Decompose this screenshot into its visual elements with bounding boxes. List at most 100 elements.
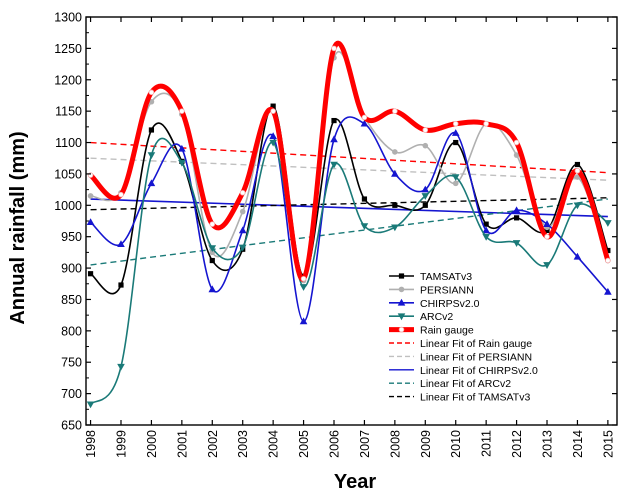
x-tick-label: 2009 (419, 430, 433, 458)
x-tick-label: 2014 (571, 430, 585, 458)
legend-item-rain-gauge: Rain gauge (389, 325, 474, 337)
data-point-rain-gauge (300, 275, 307, 282)
data-point-chirpsv2-0 (238, 226, 247, 234)
data-point-rain-gauge (544, 233, 550, 240)
trend-line-linear-fit-of-persiann (90, 157, 608, 181)
data-point-chirpsv2-0 (117, 240, 125, 248)
data-point-chirpsv2-0 (299, 317, 308, 325)
data-point-arcv2 (573, 202, 582, 210)
x-tick-label: 2007 (358, 430, 372, 458)
data-point-tamsatv3 (574, 161, 581, 168)
series-lines (86, 40, 612, 409)
data-point-chirpsv2-0 (573, 252, 582, 260)
y-tick-label: 1250 (54, 42, 82, 56)
data-point-chirpsv2-0 (604, 287, 612, 295)
axes (85, 16, 618, 426)
legend-item-linear-fit-of-rain-gauge: Linear Fit of Rain gauge (389, 338, 532, 350)
legend-label: Rain gauge (420, 325, 474, 337)
data-point-tamsatv3 (453, 139, 459, 146)
data-point-arcv2 (451, 174, 460, 182)
data-point-rain-gauge (513, 139, 520, 146)
x-tick-label: 2004 (267, 430, 281, 458)
data-point-tamsatv3 (422, 202, 428, 208)
data-point-arcv2 (330, 161, 338, 169)
data-point-tamsatv3 (118, 282, 124, 288)
x-tick-label: 2010 (449, 430, 463, 458)
data-point-rain-gauge (148, 89, 155, 96)
series-line-tamsatv3 (90, 105, 609, 295)
data-point-rain-gauge (270, 108, 276, 114)
data-point-chirpsv2-0 (360, 119, 369, 127)
data-point-rain-gauge (239, 189, 246, 196)
legend-item-arcv2: ARCv2 (389, 311, 453, 323)
data-point-rain-gauge (574, 167, 581, 174)
data-point-persiann (422, 142, 429, 149)
legend-label: PERSIANN (420, 284, 474, 296)
legend-label: Linear Fit of CHIRPSv2.0 (420, 365, 538, 377)
data-point-arcv2 (604, 220, 612, 227)
legend-label: Linear Fit of TAMSATv3 (420, 392, 530, 404)
trend-line-linear-fit-of-tamsatv3 (90, 197, 608, 211)
data-point-arcv2 (147, 152, 156, 160)
data-point-rain-gauge (483, 120, 489, 127)
data-point-arcv2 (178, 159, 186, 167)
y-tick-label: 700 (61, 387, 82, 401)
data-point-arcv2 (482, 233, 490, 241)
legend-label: ARCv2 (420, 311, 453, 323)
legend-marker (398, 273, 405, 279)
legend-label: TAMSATv3 (420, 271, 472, 283)
data-point-rain-gauge (209, 221, 216, 227)
legend-label: Linear Fit of ARCv2 (420, 378, 511, 390)
data-point-rain-gauge (118, 191, 124, 198)
y-tick-label: 900 (61, 262, 82, 276)
data-point-arcv2 (269, 139, 277, 147)
legend-item-linear-fit-of-persiann: Linear Fit of PERSIANN (389, 351, 532, 363)
data-point-tamsatv3 (361, 196, 368, 202)
data-point-arcv2 (86, 401, 95, 409)
y-tick-label: 850 (61, 293, 82, 307)
y-tick-label: 800 (61, 324, 82, 338)
x-tick-label: 2003 (236, 430, 250, 458)
legend-item-tamsatv3: TAMSATv3 (389, 271, 472, 283)
y-tick-label: 1050 (54, 167, 82, 181)
data-point-chirpsv2-0 (421, 185, 430, 193)
series-line-rain-gauge (88, 40, 611, 282)
data-point-chirpsv2-0 (391, 169, 399, 177)
legend-label: Linear Fit of Rain gauge (420, 338, 532, 350)
series-line-persiann (90, 50, 609, 282)
data-point-arcv2 (117, 363, 125, 371)
x-tick-label: 2013 (541, 430, 555, 458)
legend-marker (398, 326, 405, 333)
data-point-tamsatv3 (513, 215, 520, 221)
data-point-arcv2 (543, 262, 551, 269)
legend-marker (398, 286, 405, 293)
data-point-arcv2 (421, 193, 430, 200)
data-point-chirpsv2-0 (451, 129, 460, 136)
data-point-rain-gauge (392, 108, 398, 114)
data-point-arcv2 (391, 224, 399, 232)
y-tick-label: 1300 (54, 11, 82, 25)
y-tick-label: 650 (61, 419, 82, 433)
data-point-arcv2 (360, 223, 369, 231)
series-line-arcv2 (89, 137, 609, 405)
x-axis-title: Year (334, 471, 376, 493)
data-point-persiann (392, 149, 398, 155)
data-point-chirpsv2-0 (543, 220, 551, 227)
data-point-arcv2 (208, 245, 217, 252)
data-point-persiann (239, 208, 246, 215)
data-point-tamsatv3 (331, 117, 337, 124)
x-tick-label: 2006 (328, 430, 342, 458)
x-tick-label: 1999 (114, 430, 128, 458)
y-tick-label: 1000 (54, 199, 82, 213)
data-point-tamsatv3 (209, 257, 215, 264)
data-point-tamsatv3 (148, 127, 155, 133)
x-tick-label: 2001 (175, 430, 189, 458)
data-point-rain-gauge (331, 45, 337, 52)
x-tick-label: 2005 (297, 430, 311, 458)
data-point-persiann (452, 180, 459, 187)
data-point-tamsatv3 (87, 271, 94, 277)
legend-label: CHIRPSv2.0 (420, 298, 480, 310)
data-point-rain-gauge (422, 127, 429, 133)
data-point-chirpsv2-0 (269, 132, 277, 140)
